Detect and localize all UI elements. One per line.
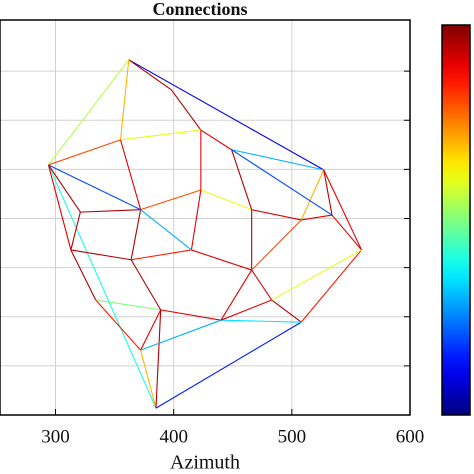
plot-frame <box>0 19 411 416</box>
edge <box>95 299 142 351</box>
edge <box>323 169 363 251</box>
edge <box>191 249 252 271</box>
edge <box>251 219 302 271</box>
edge <box>140 309 162 351</box>
edge <box>119 59 130 140</box>
edge <box>140 350 157 409</box>
edge <box>128 59 325 171</box>
edge <box>271 299 302 323</box>
edge <box>220 319 302 323</box>
edge <box>48 59 130 166</box>
edge <box>160 309 222 321</box>
edge <box>80 209 141 213</box>
colorbar <box>441 24 471 416</box>
edge <box>155 321 302 409</box>
edge <box>140 209 192 251</box>
edge <box>301 214 333 221</box>
edge <box>155 309 162 409</box>
edge <box>70 249 97 301</box>
edge <box>119 139 142 210</box>
edge <box>331 214 362 251</box>
edge <box>120 129 201 141</box>
edge <box>140 189 202 211</box>
edge <box>128 59 172 91</box>
x-tick-label: 300 <box>41 426 70 447</box>
edge <box>170 89 202 131</box>
edge <box>70 249 132 261</box>
edge <box>220 299 272 321</box>
edge <box>70 211 81 251</box>
edge <box>271 249 362 301</box>
x-tick-label: 600 <box>396 426 425 447</box>
edge <box>131 249 192 261</box>
edge <box>47 164 81 213</box>
edge <box>251 209 302 221</box>
edge <box>231 149 324 171</box>
edge <box>48 139 121 166</box>
edge <box>300 249 362 323</box>
edge <box>323 169 333 216</box>
edge <box>231 149 253 210</box>
edge <box>200 129 232 151</box>
edge <box>130 259 162 311</box>
x-tick-label: 500 <box>278 426 307 447</box>
edge <box>140 319 222 351</box>
x-axis-label: Azimuth <box>170 452 240 474</box>
edge <box>47 164 157 409</box>
edge <box>231 149 333 216</box>
edge <box>251 269 273 301</box>
edge <box>220 269 253 321</box>
edge <box>47 164 72 251</box>
edges <box>47 59 363 409</box>
x-tick-label: 400 <box>159 426 188 447</box>
edge <box>190 189 202 251</box>
chart-title: Connections <box>152 0 247 19</box>
edge <box>130 209 142 260</box>
edge <box>95 299 161 311</box>
edge <box>48 164 141 211</box>
edge <box>300 169 325 221</box>
edge <box>200 189 252 211</box>
grid <box>0 20 411 415</box>
